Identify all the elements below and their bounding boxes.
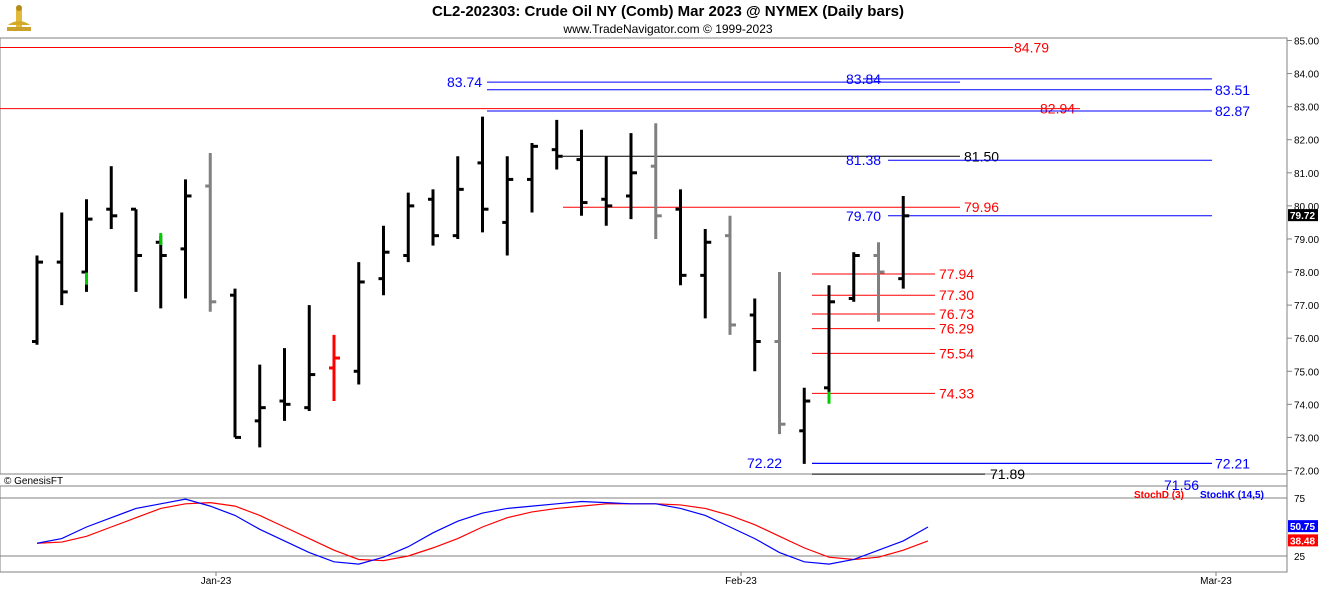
level-label: 72.21	[1215, 456, 1250, 472]
trade-navigator-logo-icon	[7, 5, 31, 31]
date-label: Feb-23	[725, 576, 757, 587]
price-tick-label: 82.00	[1294, 136, 1319, 147]
price-axis: 85.00 84.00 83.00 82.00 81.00 80.00 79.00 78.00…	[1287, 37, 1319, 478]
date-label: Jan-23	[201, 576, 232, 587]
price-tick-label: 84.00	[1294, 70, 1319, 81]
chart-subtitle: www.TradeNavigator.com © 1999-2023	[563, 22, 773, 36]
date-axis: Jan-23 Feb-23 Mar-23	[201, 572, 1232, 587]
level-label: 83.74	[447, 74, 482, 90]
level-label: 71.89	[990, 466, 1025, 482]
support-resistance-levels: 84.79 83.84 83.74 83.51 82.94 82.87 81.50 81.38…	[0, 39, 1250, 493]
level-label: 81.38	[846, 152, 881, 168]
stoch-line	[36, 502, 929, 562]
level-label: 77.30	[939, 287, 974, 303]
price-tick-label: 76.00	[1294, 334, 1319, 345]
stoch-tick-label: 25	[1294, 552, 1306, 563]
level-label: 77.94	[939, 266, 974, 282]
stoch-legend-k: StochK (14,5)	[1200, 490, 1264, 501]
stoch-legend-d: StochD (3)	[1134, 490, 1184, 501]
last-price-box	[1288, 209, 1318, 222]
price-tick-label: 78.00	[1294, 268, 1319, 279]
price-tick-label: 72.00	[1294, 467, 1319, 478]
level-label: 76.29	[939, 321, 974, 337]
last-price-label: 79.72	[1290, 211, 1315, 222]
stoch-last-label: 50.75	[1290, 522, 1315, 533]
level-label: 81.50	[964, 148, 999, 164]
price-tick-label: 79.00	[1294, 235, 1319, 246]
level-label: 79.96	[964, 199, 999, 215]
chart-header: CL2-202303: Crude Oil NY (Comb) Mar 2023…	[0, 0, 1336, 38]
stoch-last-box	[1288, 534, 1318, 547]
chart-title: CL2-202303: Crude Oil NY (Comb) Mar 2023…	[432, 3, 904, 20]
price-tick-label: 83.00	[1294, 103, 1319, 114]
level-label: 74.33	[939, 385, 974, 401]
stoch-last-box	[1288, 520, 1318, 533]
price-tick-label: 85.00	[1294, 37, 1319, 48]
stochastic-lines: 38.48 50.75 StochD (3) StochK (14,5)	[36, 490, 1318, 565]
level-label: 76.73	[939, 306, 974, 322]
date-label: Mar-23	[1200, 576, 1232, 587]
stoch-line	[36, 498, 929, 565]
watermark: © GenesisFT	[4, 476, 63, 487]
level-label: 79.70	[846, 208, 881, 224]
level-label: 83.84	[846, 71, 881, 87]
level-label: 82.87	[1215, 103, 1250, 119]
price-tick-label: 80.00	[1294, 202, 1319, 213]
level-label: 83.51	[1215, 82, 1250, 98]
ohlc-bars	[32, 116, 910, 464]
level-label: 72.22	[747, 455, 782, 471]
level-label: 84.79	[1014, 39, 1049, 55]
level-label: 71.56	[1164, 477, 1199, 493]
level-label: 82.94	[1040, 101, 1075, 117]
stoch-tick-label: 75	[1294, 494, 1306, 505]
price-tick-label: 81.00	[1294, 169, 1319, 180]
price-tick-label: 74.00	[1294, 400, 1319, 411]
price-tick-label: 75.00	[1294, 367, 1319, 378]
price-tick-label: 77.00	[1294, 301, 1319, 312]
price-tick-label: 73.00	[1294, 433, 1319, 444]
stoch-last-label: 38.48	[1290, 536, 1315, 547]
level-label: 75.54	[939, 345, 974, 361]
stochastic-axis: 75 25	[0, 494, 1306, 563]
